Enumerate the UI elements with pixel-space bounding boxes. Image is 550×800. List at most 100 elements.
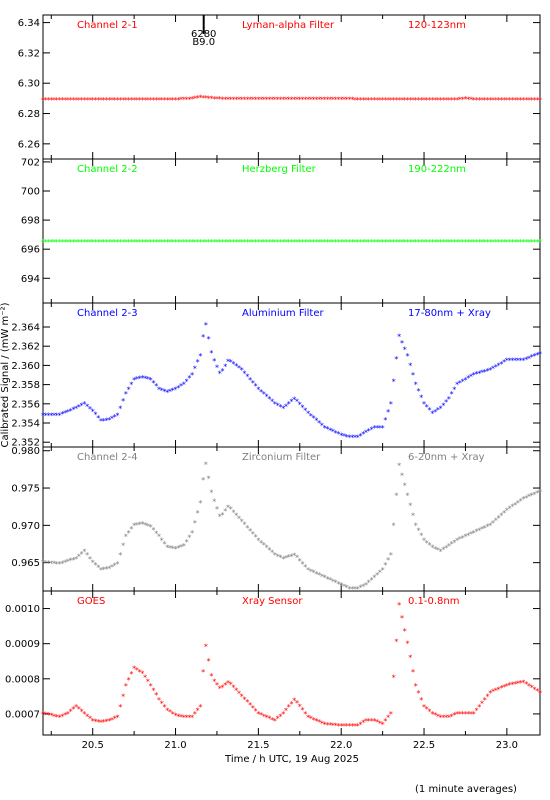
data-point: * (284, 238, 288, 247)
data-point: * (425, 96, 429, 105)
data-point: * (149, 96, 153, 105)
data-point: * (132, 376, 136, 385)
data-point: * (483, 368, 487, 377)
data-point: * (425, 238, 429, 247)
data-point: * (113, 715, 117, 724)
data-point: * (201, 668, 205, 677)
data-point: * (185, 713, 189, 722)
data-point: * (251, 379, 255, 388)
data-point: * (179, 543, 183, 552)
data-point: * (364, 717, 368, 726)
data-point: * (345, 238, 349, 247)
data-point: * (483, 524, 487, 533)
data-point: * (88, 555, 92, 564)
data-point: * (193, 365, 197, 374)
data-point: * (292, 697, 296, 706)
data-point: * (254, 382, 258, 391)
data-point: * (414, 238, 418, 247)
data-point: * (309, 567, 313, 576)
data-point: * (85, 238, 89, 247)
data-point: * (367, 96, 371, 105)
data-point: * (312, 238, 316, 247)
data-point: * (248, 701, 252, 710)
x-tick-label: 23.0 (496, 740, 518, 751)
data-point: * (430, 409, 434, 418)
data-point: * (447, 395, 451, 404)
data-point: * (259, 711, 263, 720)
data-point: * (209, 95, 213, 104)
data-point: * (400, 238, 404, 247)
data-point: * (290, 238, 294, 247)
data-point: * (129, 381, 133, 390)
data-point: * (480, 96, 484, 105)
data-point: * (408, 501, 412, 510)
data-point: * (287, 96, 291, 105)
data-point: * (240, 518, 244, 527)
data-point: * (463, 95, 467, 104)
data-point: * (301, 96, 305, 105)
data-point: * (174, 96, 178, 105)
panel-filter-label: Lyman-alpha Filter (242, 20, 335, 31)
data-point: * (403, 627, 407, 636)
data-point: * (361, 582, 365, 591)
data-point: * (74, 555, 78, 564)
data-point: * (270, 96, 274, 105)
data-point: * (118, 238, 122, 247)
data-point: * (107, 416, 111, 425)
data-point: * (118, 551, 122, 560)
data-point: * (535, 238, 539, 247)
data-point: * (364, 429, 368, 438)
data-point: * (381, 720, 385, 729)
y-tick-label: 698 (21, 216, 40, 227)
data-point: * (403, 345, 407, 354)
data-point: * (237, 515, 241, 524)
data-point: * (99, 719, 103, 728)
data-point: * (497, 96, 501, 105)
data-point: * (259, 539, 263, 548)
data-point: * (93, 561, 97, 570)
data-point: * (474, 706, 478, 715)
data-point: * (508, 357, 512, 366)
data-point: * (146, 522, 150, 531)
data-point: * (281, 405, 285, 414)
data-point: * (364, 581, 368, 590)
data-point: * (510, 681, 514, 690)
data-point: * (256, 385, 260, 394)
data-point: * (132, 521, 136, 530)
data-point: * (433, 711, 437, 720)
data-point: * (372, 424, 376, 433)
data-point: * (408, 361, 412, 370)
data-point: * (513, 357, 517, 366)
data-point: * (336, 96, 340, 105)
data-point: * (538, 488, 542, 497)
data-point: * (185, 95, 189, 104)
data-point: * (80, 708, 84, 717)
data-point: * (394, 491, 398, 500)
y-tick-label: 2.364 (11, 323, 40, 334)
data-point: * (129, 238, 133, 247)
data-point: * (207, 335, 211, 344)
data-point: * (273, 717, 277, 726)
data-point: * (93, 718, 97, 727)
data-point: * (317, 571, 321, 580)
data-point: * (207, 657, 211, 666)
data-point: * (259, 238, 263, 247)
data-point: * (336, 238, 340, 247)
data-point: * (461, 95, 465, 104)
data-point: * (508, 505, 512, 514)
data-point: * (466, 238, 470, 247)
data-point: * (47, 411, 51, 420)
data-point: * (107, 96, 111, 105)
data-point: * (510, 238, 514, 247)
data-point: * (290, 96, 294, 105)
data-point: * (411, 96, 415, 105)
data-point: * (121, 96, 125, 105)
data-point: * (149, 523, 153, 532)
data-point: * (270, 397, 274, 406)
data-point: * (124, 390, 128, 399)
data-point: * (334, 579, 338, 588)
data-point: * (422, 238, 426, 247)
data-point: * (47, 96, 51, 105)
data-point: * (452, 538, 456, 547)
data-point: * (425, 539, 429, 548)
